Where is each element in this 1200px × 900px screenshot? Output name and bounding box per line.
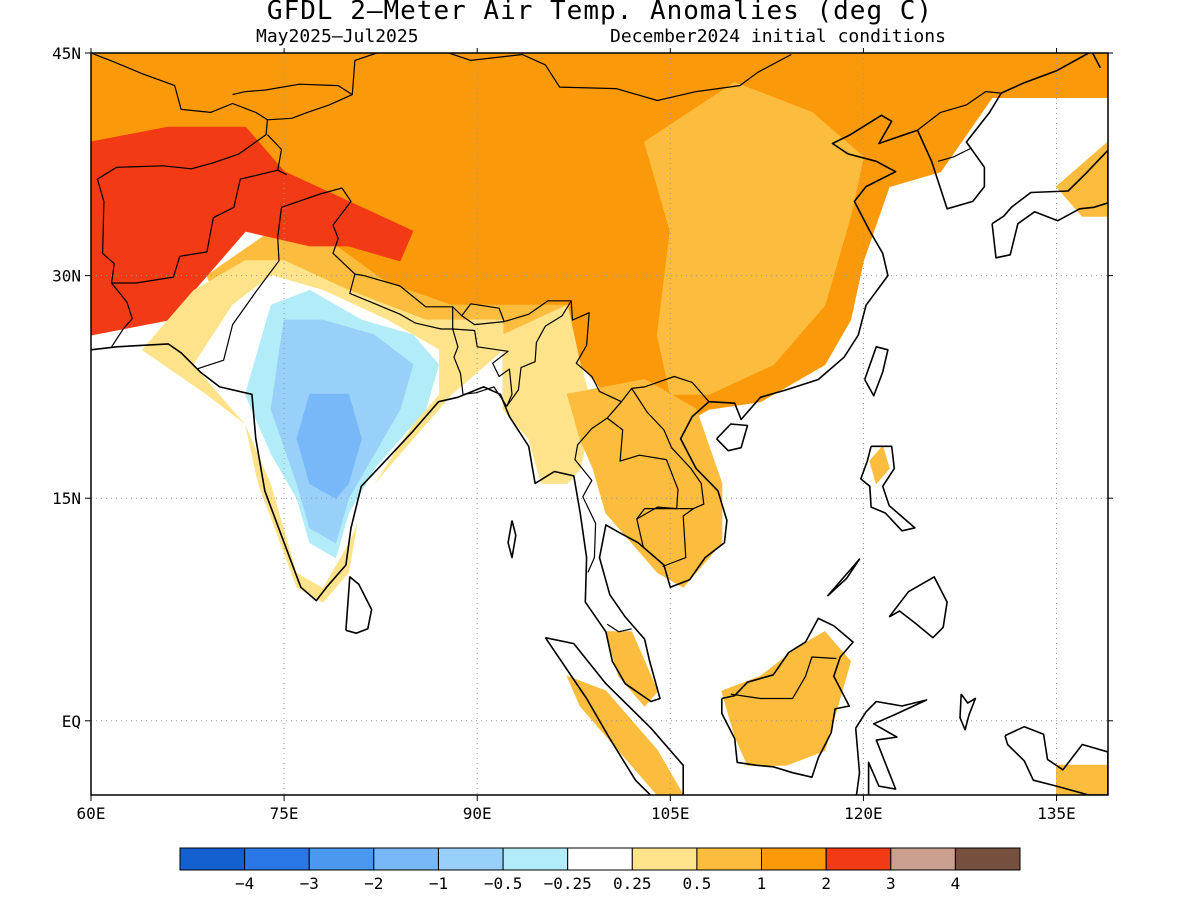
colorbar-label: −3 [300, 874, 319, 893]
colorbar-swatch [825, 847, 892, 871]
border-pakistan-india [196, 187, 343, 370]
border-bangladesh [452, 328, 513, 407]
coast-java [677, 814, 793, 847]
border-pakistan-iran [111, 282, 133, 348]
lat-label: EQ [62, 712, 81, 731]
colorbar-swatch [308, 847, 375, 871]
colorbar: −4 −3 −2 −1 −0.5 −0.25 0.25 0.5 1 2 3 4 [179, 847, 1021, 893]
coastlines [91, 53, 1108, 847]
border-thailand-malaysia [606, 623, 632, 633]
border-laos-vietnam [631, 388, 705, 568]
border-china-mongolia [448, 53, 792, 102]
coast-borneo [720, 617, 854, 779]
lon-label: 105E [651, 804, 690, 823]
border-china-kazakh [351, 53, 377, 95]
coast-kyushu-shikoku-honshu [991, 149, 1108, 259]
lat-label: 15N [52, 489, 81, 508]
border-cambodia [636, 506, 694, 520]
colorbar-label: 0.25 [613, 874, 652, 893]
region-central-china-mild [644, 82, 864, 395]
coast-sulawesi [854, 699, 928, 795]
region-japan-patch [1055, 141, 1108, 217]
coast-halmahera [959, 693, 977, 731]
border-myanmar-thailand [574, 401, 622, 573]
colorbar-label: −0.25 [544, 874, 592, 893]
border-central-asia [91, 53, 268, 180]
border-india-myanmar [506, 300, 572, 407]
coast-hokkaido-sakhalin [1091, 53, 1102, 69]
colorbar-swatch [696, 847, 763, 871]
forecast-period: May2025–Jul2025 [256, 26, 419, 47]
lat-label: 30N [52, 267, 81, 286]
colorbar-label: −0.5 [484, 874, 523, 893]
lon-label: 60E [77, 804, 106, 823]
coast-asia-coast [91, 53, 1090, 703]
lat-label: 45N [52, 44, 81, 63]
colorbar-swatch [567, 847, 633, 871]
colorbar-label: −4 [235, 874, 254, 893]
border-nepal-india [349, 273, 454, 330]
border-afghanistan-iran [96, 169, 287, 284]
coast-new-guinea [1004, 725, 1108, 795]
colorbar-swatch [438, 847, 504, 871]
coast-palawan [826, 558, 861, 597]
colorbar-label: 2 [821, 874, 831, 893]
region-sumatra-warm [566, 675, 684, 795]
lon-label: 75E [270, 804, 299, 823]
border-china-west [266, 134, 283, 171]
colorbar-label: −1 [429, 874, 448, 893]
region-new-guinea-patch [1056, 764, 1108, 795]
coast-mindanao [888, 576, 948, 639]
map-title: GFDL 2–Meter Air Temp. Anomalies (deg C) [266, 0, 934, 26]
region-india-coldest [296, 393, 362, 499]
colorbar-swatch [373, 847, 439, 871]
country-borders [91, 53, 1108, 795]
border-bhutan [461, 315, 505, 326]
colorbar-swatch [954, 847, 1021, 871]
colorbar-label: 1 [757, 874, 767, 893]
coast-luzon [859, 445, 916, 532]
initial-conditions: December2024 initial conditions [610, 26, 946, 47]
coast-taiwan [863, 345, 889, 397]
lon-label: 120E [844, 804, 883, 823]
lon-label: 90E [463, 804, 492, 823]
colorbar-label: −2 [364, 874, 383, 893]
region-luzon-patch [869, 445, 890, 485]
border-china-korea [917, 90, 1002, 131]
coast-sri-lanka [345, 576, 373, 635]
colorbar-label: 3 [886, 874, 896, 893]
colorbar-swatch [631, 847, 698, 871]
coast-andaman [507, 520, 517, 559]
plot-frame [90, 52, 1109, 796]
border-borneo-border [730, 656, 837, 700]
coast-sumatra [544, 636, 685, 795]
axis-ticks: 60E 75E 90E 105E 120E 135E 45N 30N 15N EQ [52, 44, 1113, 823]
colorbar-swatch [179, 847, 246, 871]
colorbar-swatch [502, 847, 569, 871]
colorbar-swatch [890, 847, 956, 871]
colorbar-swatch [244, 847, 310, 871]
lon-label: 135E [1037, 804, 1076, 823]
gridlines [91, 53, 1108, 795]
colorbar-label: 0.5 [682, 874, 711, 893]
coast-hainan [716, 423, 749, 452]
colorbar-swatch [761, 847, 827, 871]
border-china-india-nepal [332, 187, 710, 403]
border-korea-dmz [937, 147, 972, 162]
border-laos-thailand [606, 417, 679, 548]
colorbar-label: 4 [951, 874, 961, 893]
border-kyrgyz-kazakh [232, 83, 353, 121]
region-indochina-mild [566, 378, 723, 588]
